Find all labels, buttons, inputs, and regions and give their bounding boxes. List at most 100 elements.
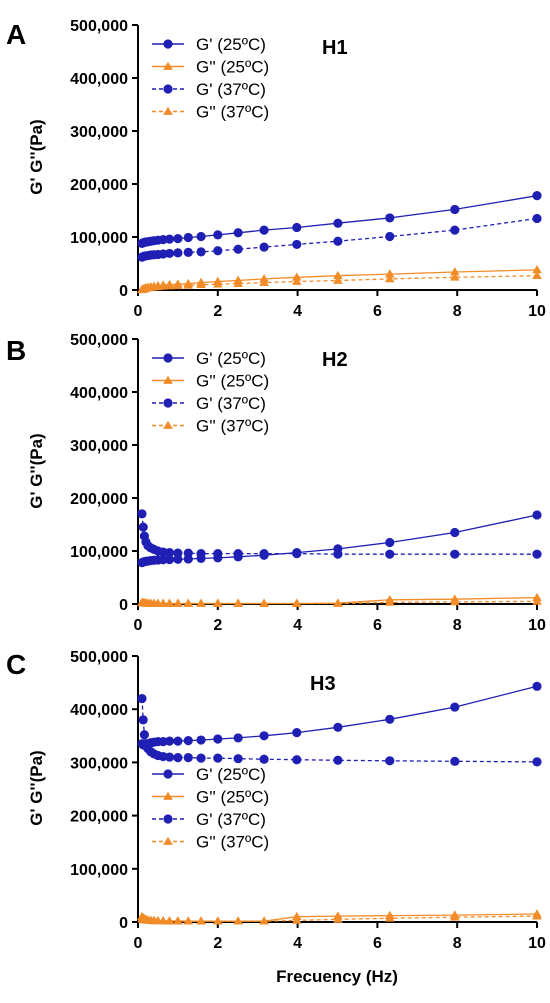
data-point [233,916,243,925]
data-point [173,233,183,244]
data-point [183,753,193,763]
data-point [196,247,206,257]
data-point [183,232,193,243]
data-point [173,598,183,607]
data-point [450,267,460,276]
data-point [450,549,460,559]
panel-letter: B [6,335,26,366]
data-point [292,222,302,233]
data-point [292,755,302,765]
x-tick-label: 2 [213,935,222,952]
legend-marker [163,61,173,70]
data-point [233,244,243,254]
data-point [450,204,460,215]
data-point [385,231,395,242]
legend-marker [163,353,173,363]
data-point [137,509,147,519]
data-point [213,549,223,559]
legend-label: G' (25ºC) [196,35,266,54]
data-point [292,598,302,607]
legend-marker [163,769,173,779]
data-point [450,756,460,766]
data-point [233,228,243,238]
legend-marker [163,39,173,49]
y-tick-label: 100,000 [70,862,128,879]
data-point [333,722,343,732]
legend-label: G'' (25ºC) [196,788,269,807]
x-tick-label: 10 [528,935,546,952]
y-tick-label: 100,000 [70,230,128,247]
y-tick-label: 200,000 [70,177,128,194]
panel-letter: C [6,649,26,680]
data-point [233,754,243,764]
y-tick-label: 400,000 [70,702,128,719]
sample-label: H2 [322,349,348,371]
panel-b: B H2 G' G''(Pa) 0100,000200,000300,00040… [6,332,546,634]
data-point [213,916,223,925]
data-point [259,549,269,559]
legend-marker [163,420,173,429]
y-tick-label: 500,000 [70,18,128,35]
data-point [158,598,168,607]
legend-label: G' (37ºC) [196,394,266,413]
data-point [532,911,542,920]
data-point [213,246,223,256]
data-point [164,547,175,558]
data-point [164,736,175,746]
data-point [292,728,302,738]
data-point [196,753,206,763]
data-point [333,755,343,765]
data-point [213,230,223,240]
x-tick-label: 10 [528,303,546,320]
panel-a: A H1 G' G''(Pa) 0100,000200,000300,00040… [6,18,546,320]
y-tick-label: 300,000 [70,755,128,772]
data-point [532,191,542,201]
sample-label: H3 [310,673,336,695]
data-point [259,225,269,235]
data-point [233,278,243,287]
x-tick-label: 10 [528,617,546,634]
x-tick-label: 4 [293,935,302,952]
data-point [196,598,206,607]
data-point [259,731,269,741]
data-point [173,736,183,746]
data-point [292,272,302,281]
data-point [196,279,206,289]
x-tick-label: 6 [373,617,382,634]
data-point [183,548,193,558]
data-point [259,598,269,607]
data-point [196,916,206,925]
data-point [333,218,343,228]
x-tick-label: 6 [373,935,382,952]
legend-label: G'' (37ºC) [196,833,269,852]
data-point [333,549,343,559]
x-tick-label: 6 [373,303,382,320]
data-point [196,735,206,745]
data-point [164,281,175,290]
data-point [158,281,168,290]
data-point [164,752,175,762]
legend-label: G'' (25ºC) [196,58,269,77]
y-axis-title: G' G''(Pa) [27,119,46,194]
y-tick-label: 400,000 [70,385,128,402]
data-point [196,549,206,559]
data-point [292,239,302,250]
data-point [292,549,302,559]
data-point [139,730,149,740]
legend-marker [163,836,173,845]
y-tick-label: 400,000 [70,71,128,88]
data-point [385,549,395,559]
data-point [233,549,243,559]
data-point [183,247,193,257]
data-point [333,236,343,246]
legend-label: G' (37ºC) [196,80,266,99]
data-point [173,280,183,290]
y-tick-label: 0 [119,915,128,932]
x-tick-label: 8 [453,617,462,634]
data-point [385,756,395,766]
data-point [259,916,269,925]
y-tick-label: 500,000 [70,332,128,349]
data-point [532,213,542,224]
data-point [385,714,395,724]
